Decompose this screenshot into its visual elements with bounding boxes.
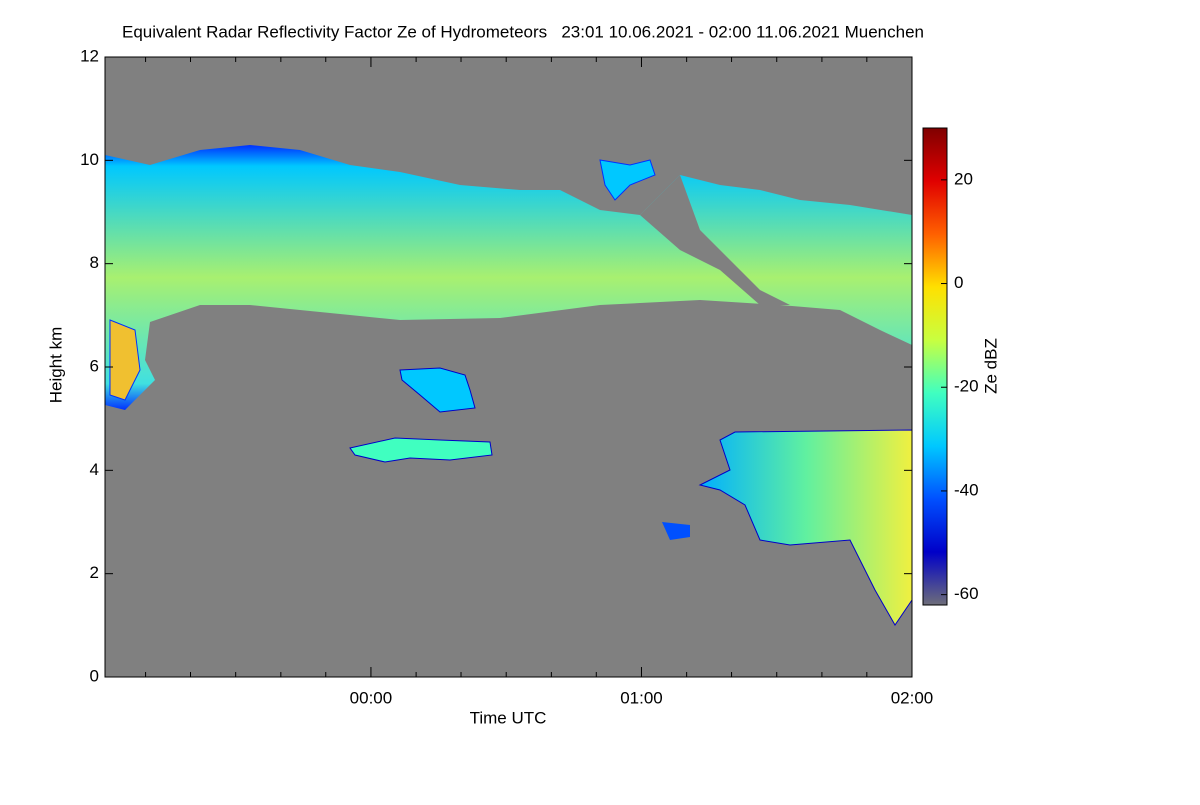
y-tick-label: 6 bbox=[90, 356, 99, 375]
echo-top-fragment bbox=[599, 159, 656, 201]
colorbar bbox=[922, 127, 948, 606]
echo-small-2 bbox=[349, 437, 493, 463]
colorbar-tick-label: 20 bbox=[954, 169, 973, 188]
x-tick-label: 01:00 bbox=[620, 688, 663, 707]
colorbar-tick-label: -60 bbox=[954, 584, 979, 603]
y-tick-label: 4 bbox=[90, 460, 99, 479]
colorbar-tick-label: -20 bbox=[954, 377, 979, 396]
echo-upper-band bbox=[105, 145, 912, 410]
echoes bbox=[105, 145, 913, 626]
y-tick-label: 12 bbox=[80, 46, 99, 65]
colorbar-tick-label: 0 bbox=[954, 273, 963, 292]
echo-small-3 bbox=[662, 522, 690, 540]
y-tick-label: 0 bbox=[90, 666, 99, 685]
colorbar-label: Ze dBZ bbox=[981, 338, 1000, 394]
y-tick-label: 10 bbox=[80, 150, 99, 169]
x-tick-label: 00:00 bbox=[350, 688, 393, 707]
echo-gap bbox=[640, 175, 790, 305]
colorbar-tick-label: -40 bbox=[954, 480, 979, 499]
chart-title: Equivalent Radar Reflectivity Factor Ze … bbox=[122, 22, 924, 41]
echo-small-1 bbox=[399, 367, 476, 413]
x-tick-label: 02:00 bbox=[891, 688, 934, 707]
y-tick-label: 2 bbox=[90, 563, 99, 582]
y-tick-label: 8 bbox=[90, 253, 99, 272]
x-axis-label: Time UTC bbox=[470, 708, 547, 727]
echo-lower-right bbox=[698, 429, 913, 626]
echo-left-tail bbox=[109, 319, 141, 401]
y-axis-label: Height km bbox=[46, 327, 65, 404]
